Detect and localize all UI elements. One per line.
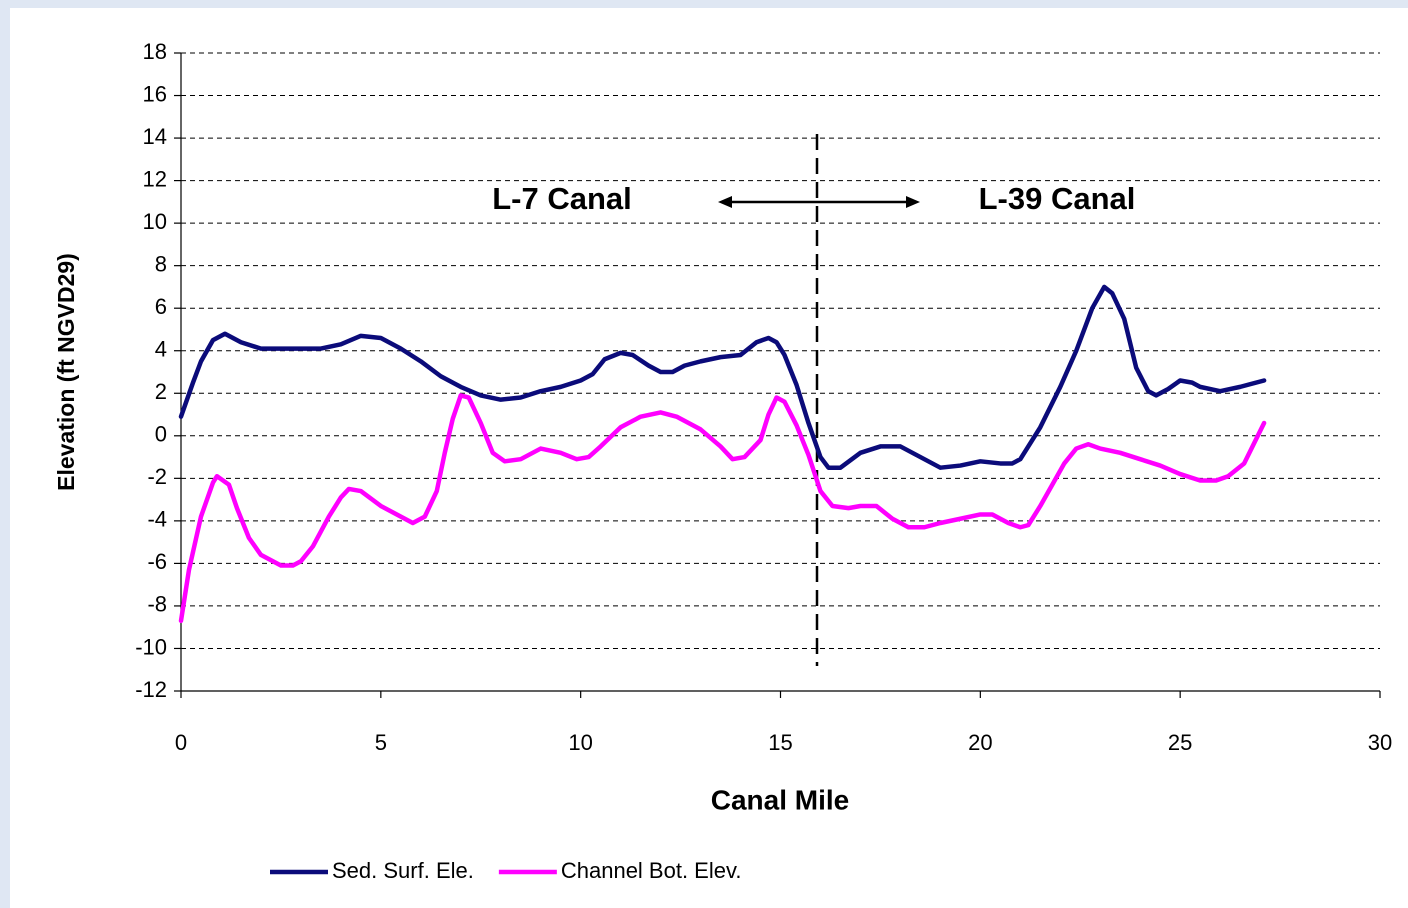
series-line	[178, 393, 1267, 624]
x-tick-label: 25	[1168, 730, 1192, 755]
legend-label: Sed. Surf. Ele.	[332, 858, 474, 883]
y-tick-label: 16	[143, 81, 167, 106]
y-tick-label: 6	[155, 294, 167, 319]
y-tick-label: 18	[143, 39, 167, 64]
x-tick-label: 15	[768, 730, 792, 755]
chart-panel	[10, 8, 1408, 908]
y-tick-label: -4	[147, 507, 167, 532]
y-tick-label: -8	[147, 592, 167, 617]
y-tick-label: 12	[143, 166, 167, 191]
x-tick-label: 10	[568, 730, 592, 755]
annotation: L-39 Canal	[979, 181, 1136, 216]
x-tick-label: 20	[968, 730, 992, 755]
y-tick-label: -2	[147, 464, 167, 489]
y-tick-label: 2	[155, 379, 167, 404]
y-tick-label: 0	[155, 422, 167, 447]
y-tick-label: 10	[143, 209, 167, 234]
x-tick-label: 5	[375, 730, 387, 755]
y-tick-label: -12	[135, 677, 167, 702]
arrow-head	[718, 196, 732, 208]
y-tick-label: 8	[155, 251, 167, 276]
series-line	[178, 284, 1267, 470]
y-tick-label: -10	[135, 634, 167, 659]
arrow-head	[906, 196, 920, 208]
x-tick-label: 30	[1368, 730, 1392, 755]
y-axis-title: Elevation (ft NGVD29)	[53, 253, 79, 491]
x-axis-title: Canal Mile	[711, 784, 849, 815]
legend-label: Channel Bot. Elev.	[561, 858, 742, 883]
y-tick-label: 14	[143, 124, 167, 149]
y-tick-label: -6	[147, 549, 167, 574]
annotation: L-7 Canal	[492, 181, 632, 216]
y-tick-label: 4	[155, 337, 167, 362]
x-tick-label: 0	[175, 730, 187, 755]
